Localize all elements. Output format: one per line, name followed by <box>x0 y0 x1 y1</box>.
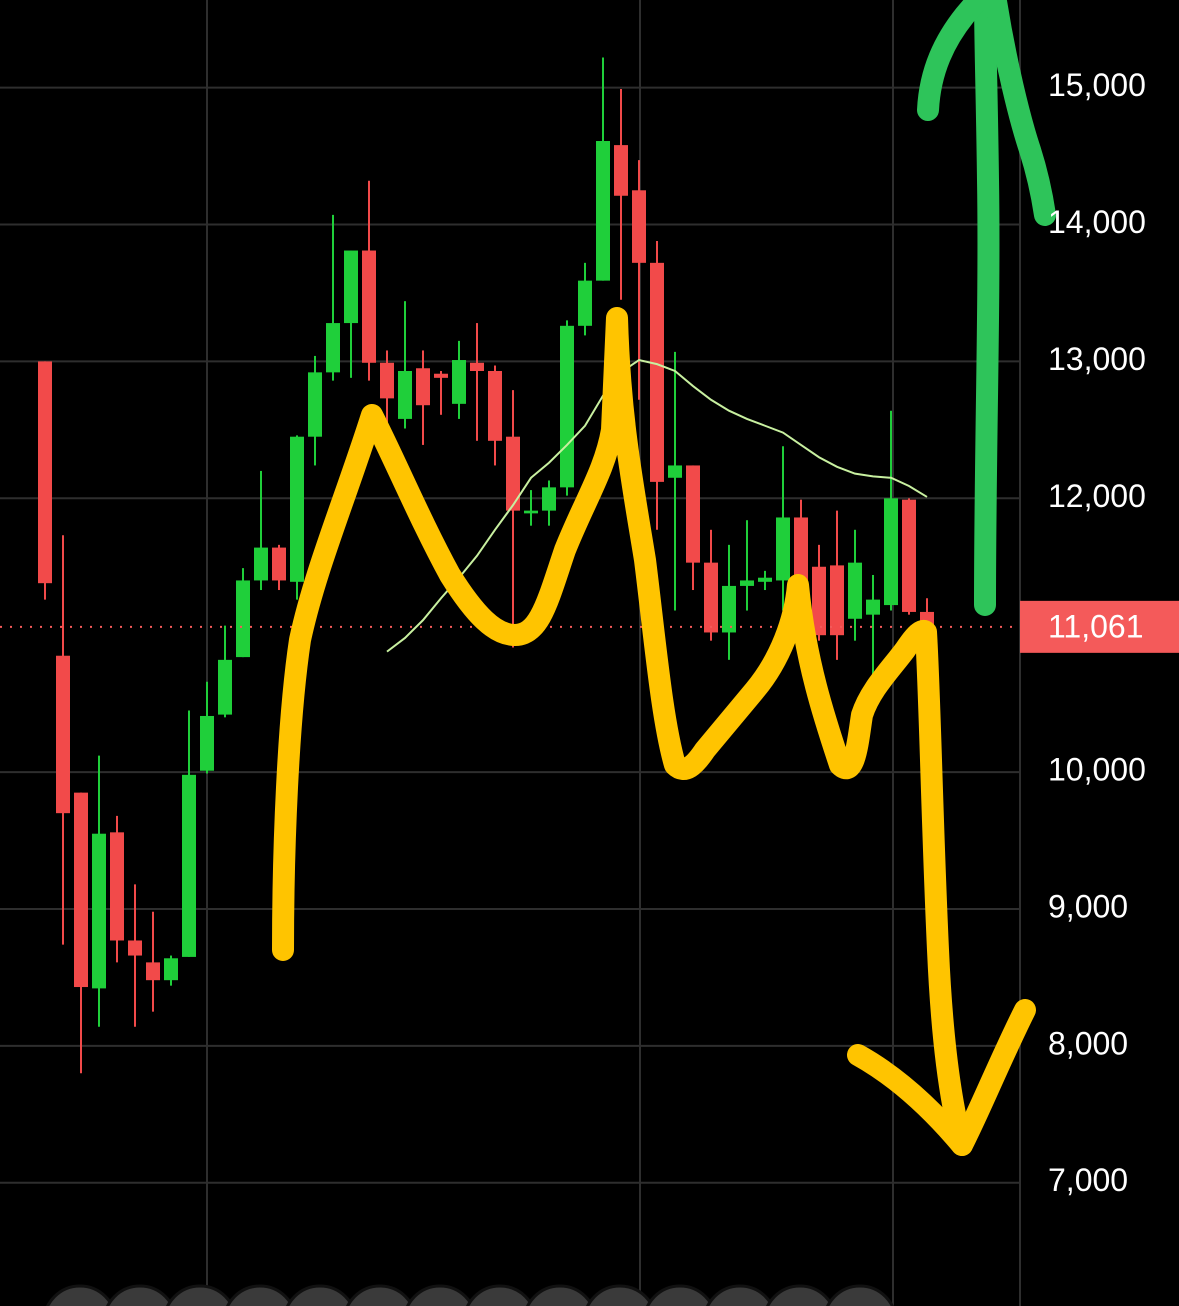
candle-body <box>344 250 358 324</box>
last-price-box <box>1020 600 1179 653</box>
candles <box>0 57 1020 1074</box>
y-tick-label: 7,000 <box>1048 1162 1128 1198</box>
candle-body <box>362 250 376 363</box>
avatar <box>526 1284 594 1306</box>
candle-body <box>506 436 520 511</box>
candle-body <box>182 774 196 957</box>
avatar <box>286 1284 354 1306</box>
avatar <box>46 1284 114 1306</box>
candle-body <box>308 372 322 437</box>
y-tick-label: 9,000 <box>1048 888 1128 924</box>
candle-body <box>776 517 790 581</box>
candle-body <box>812 566 826 636</box>
candle-body <box>326 323 340 373</box>
y-tick-label: 14,000 <box>1048 204 1146 240</box>
candle-body <box>74 792 88 988</box>
moving-average <box>386 358 928 653</box>
up-arrow-shaft <box>974 0 1000 616</box>
candle-body <box>722 585 736 633</box>
candle-body <box>902 499 916 612</box>
candle-body <box>848 562 862 619</box>
candle-body <box>434 373 448 378</box>
candle-body <box>668 465 682 478</box>
y-axis: 7,000 8,000 9,000 10,000 12,000 13,000 14,000 1… <box>1020 67 1179 1198</box>
candle-body <box>794 517 808 581</box>
candle-body <box>164 958 178 981</box>
bottom-avatars <box>46 1284 894 1306</box>
candle-body <box>92 833 106 989</box>
candle-body <box>524 510 538 514</box>
candle-body <box>236 580 250 658</box>
avatar <box>646 1284 714 1306</box>
candle-body <box>416 368 430 406</box>
avatar <box>346 1284 414 1306</box>
candle-body <box>128 940 142 956</box>
y-tick-label: 13,000 <box>1048 341 1146 377</box>
candle-body <box>110 832 124 941</box>
candle-body <box>542 487 556 511</box>
candle-body <box>254 547 268 581</box>
candle-body <box>884 498 898 606</box>
candle-body <box>56 655 70 814</box>
candle-body <box>290 436 304 582</box>
y-tick-label: 15,000 <box>1048 67 1146 103</box>
candle-body <box>704 562 718 633</box>
last-price-label: 11,061 <box>1048 608 1144 644</box>
down-arrow-head <box>847 999 1036 1156</box>
candle-body <box>398 370 412 419</box>
up-arrow-head <box>917 0 1056 226</box>
candle-body <box>614 145 628 196</box>
avatar <box>166 1284 234 1306</box>
avatar <box>106 1284 174 1306</box>
candle-body <box>470 362 484 371</box>
avatar <box>826 1284 894 1306</box>
candle-body <box>488 370 502 441</box>
candle-body <box>686 465 700 563</box>
candle-body <box>200 715 214 771</box>
avatar <box>406 1284 474 1306</box>
y-tick-label: 8,000 <box>1048 1025 1128 1061</box>
hand-drawings <box>272 0 1056 1156</box>
candle-body <box>866 599 880 615</box>
candle-body <box>830 565 844 636</box>
avatar <box>706 1284 774 1306</box>
y-tick-label: 12,000 <box>1048 478 1146 514</box>
candle-body <box>740 580 754 586</box>
candle-body <box>218 659 232 715</box>
candle-body <box>272 547 286 581</box>
m-pattern-line <box>272 307 973 1156</box>
avatar <box>766 1284 834 1306</box>
candle-body <box>380 362 394 399</box>
candle-body <box>632 190 646 263</box>
avatar <box>466 1284 534 1306</box>
candle-body <box>650 262 664 482</box>
avatar <box>586 1284 654 1306</box>
avatar <box>226 1284 294 1306</box>
candle-body <box>596 141 610 281</box>
y-tick-label: 10,000 <box>1048 752 1146 788</box>
candle-body <box>560 325 574 488</box>
candle-body <box>758 577 772 582</box>
candle-body <box>146 962 160 981</box>
candle-body <box>578 280 592 326</box>
candle-body <box>452 360 466 404</box>
candle-body <box>38 361 52 584</box>
